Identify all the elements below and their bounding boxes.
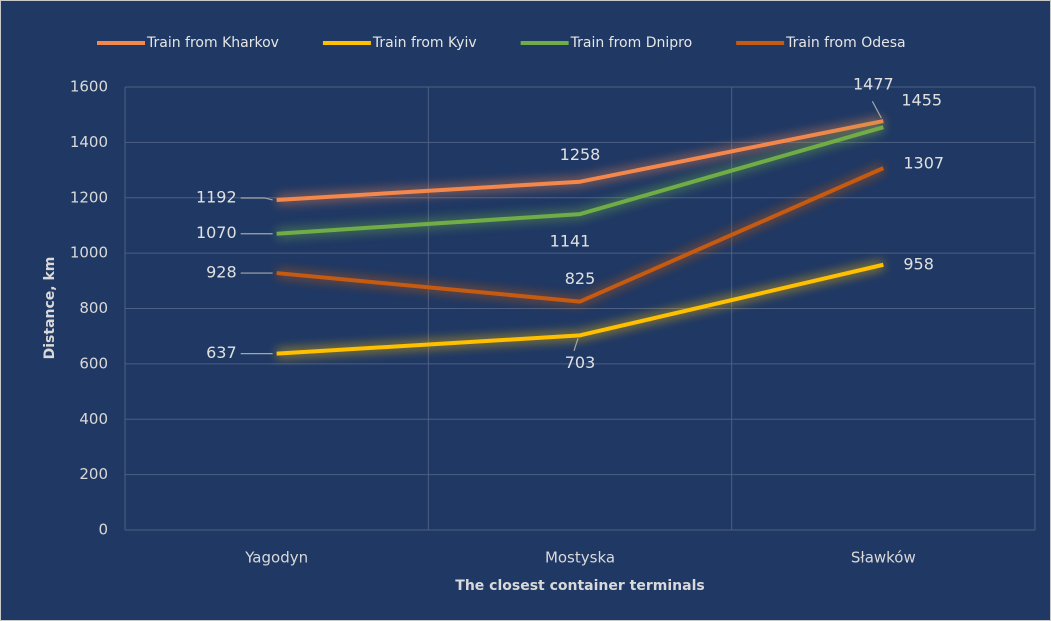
y-tick-label: 0 — [98, 521, 108, 539]
y-tick-label: 800 — [79, 299, 108, 317]
data-label: 1307 — [903, 154, 944, 173]
x-tick-label: Yagodyn — [244, 549, 308, 567]
y-tick-label: 1600 — [70, 78, 108, 96]
legend-label: Train from Odesa — [785, 35, 905, 51]
y-tick-label: 1000 — [70, 244, 108, 262]
data-label: 928 — [206, 263, 237, 282]
y-tick-label: 1200 — [70, 188, 108, 206]
legend-label: Train from Dnipro — [570, 35, 693, 51]
leader-line — [573, 338, 579, 351]
data-label: 1258 — [560, 145, 601, 164]
data-label: 1455 — [901, 91, 942, 110]
line — [276, 166, 885, 304]
y-axis-title: Distance, km — [42, 257, 58, 360]
leader-line — [240, 197, 273, 201]
x-axis-title: The closest container terminals — [455, 578, 704, 594]
legend-label: Train from Kharkov — [146, 35, 279, 51]
x-tick-label: Mostyska — [545, 549, 615, 567]
legend-label: Train from Kyiv — [372, 35, 477, 51]
y-tick-label: 200 — [79, 465, 108, 483]
line — [276, 119, 884, 202]
data-label: 825 — [565, 269, 596, 288]
y-tick-label: 400 — [79, 410, 108, 428]
y-tick-label: 600 — [79, 354, 108, 372]
data-label: 958 — [903, 254, 934, 273]
leader-line — [871, 100, 882, 119]
data-label: 1070 — [196, 223, 237, 242]
data-label: 1477 — [853, 75, 894, 94]
data-label: 703 — [565, 353, 596, 372]
line — [276, 262, 884, 356]
data-label: 1141 — [550, 232, 591, 251]
data-label: 637 — [206, 343, 237, 362]
data-label: 1192 — [196, 187, 237, 206]
line — [276, 125, 884, 236]
x-tick-label: Sławków — [851, 549, 916, 567]
y-tick-label: 1400 — [70, 133, 108, 151]
